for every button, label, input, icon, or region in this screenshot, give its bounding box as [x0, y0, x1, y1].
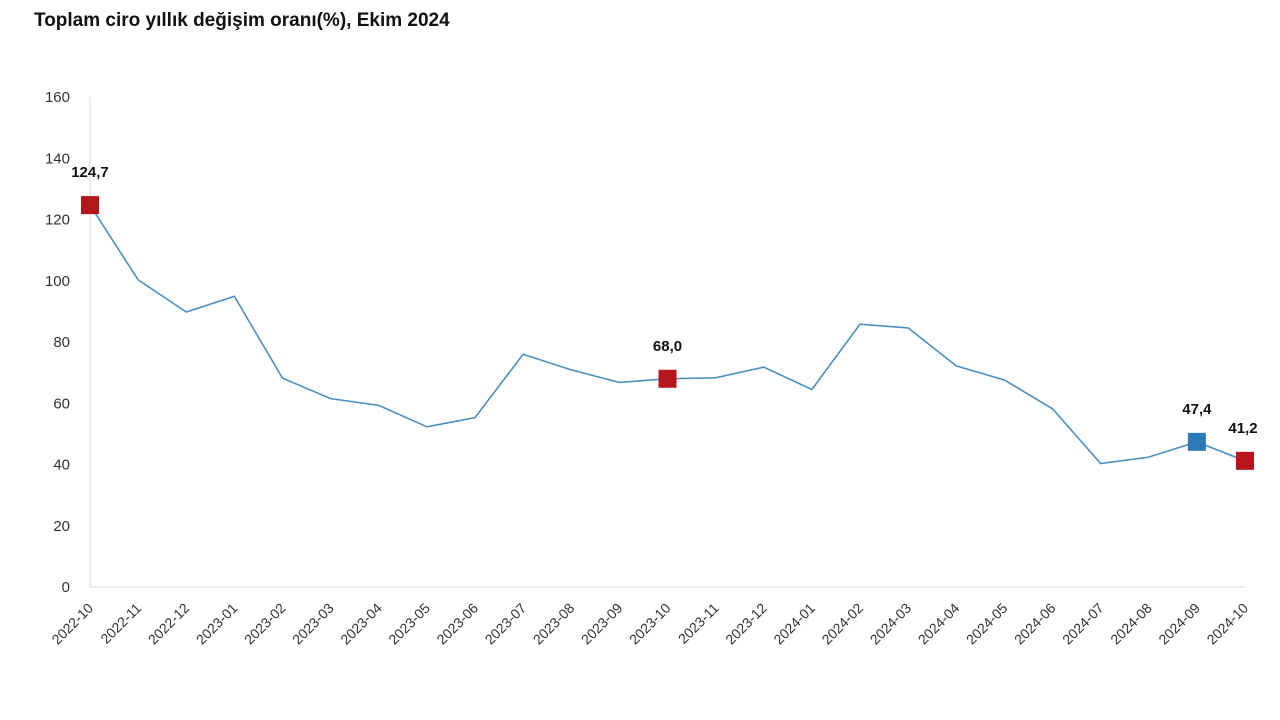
x-tick-label: 2023-02 — [241, 600, 289, 648]
y-tick-label: 80 — [53, 334, 70, 351]
y-tick-label: 160 — [45, 89, 70, 106]
data-label: 41,2 — [1228, 420, 1257, 437]
chart-title: Toplam ciro yıllık değişim oranı(%), Eki… — [34, 10, 450, 31]
highlight-marker — [81, 196, 99, 215]
x-tick-label: 2023-07 — [482, 600, 530, 648]
x-tick-label: 2022-10 — [48, 600, 96, 648]
data-label: 124,7 — [71, 164, 109, 181]
x-tick-label: 2024-05 — [963, 600, 1011, 648]
y-tick-label: 140 — [45, 150, 70, 167]
x-tick-label: 2024-03 — [867, 600, 915, 648]
x-tick-label: 2023-04 — [337, 600, 385, 648]
y-tick-label: 20 — [53, 518, 70, 535]
x-tick-label: 2023-03 — [289, 600, 337, 648]
x-tick-label: 2023-12 — [722, 600, 770, 648]
x-tick-label: 2023-11 — [675, 600, 722, 647]
x-tick-label: 2022-12 — [145, 600, 193, 648]
x-tick-label: 2023-10 — [626, 600, 674, 648]
y-tick-label: 40 — [53, 457, 70, 474]
series-line — [89, 204, 1246, 465]
x-tick-label: 2024-02 — [818, 600, 866, 648]
y-tick-label: 120 — [45, 212, 70, 229]
x-tick-label: 2024-08 — [1107, 600, 1155, 648]
data-labels: 124,7 68,0 47,4 41,2 — [71, 164, 1257, 437]
x-tick-label: 2024-06 — [1011, 600, 1059, 648]
x-tick-label: 2022-11 — [97, 600, 144, 647]
highlight-marker — [1236, 451, 1254, 470]
highlight-markers — [81, 196, 1254, 470]
x-tick-label: 2024-04 — [915, 600, 963, 648]
y-tick-label: 60 — [53, 395, 70, 412]
x-tick-label: 2024-09 — [1155, 600, 1203, 648]
highlight-marker — [1187, 432, 1206, 451]
x-tick-labels: 2022-10 2022-11 2022-12 2023-01 2023-02 2023-… — [48, 600, 1251, 648]
y-tick-label: 100 — [45, 273, 70, 290]
x-tick-label: 2024-01 — [770, 600, 818, 648]
x-tick-label: 2023-09 — [578, 600, 626, 648]
x-tick-label: 2023-05 — [385, 600, 433, 648]
data-label: 68,0 — [653, 338, 682, 355]
y-tick-label: 0 — [62, 579, 70, 596]
x-tick-label: 2024-07 — [1059, 600, 1107, 648]
x-tick-label: 2024-10 — [1203, 600, 1251, 648]
x-tick-label: 2023-06 — [433, 600, 481, 648]
y-tick-labels: 0 20 40 60 80 100 120 140 160 — [45, 89, 70, 596]
x-tick-label: 2023-01 — [193, 600, 241, 648]
data-label: 47,4 — [1182, 401, 1212, 418]
highlight-marker — [658, 369, 677, 388]
x-tick-label: 2023-08 — [530, 600, 578, 648]
